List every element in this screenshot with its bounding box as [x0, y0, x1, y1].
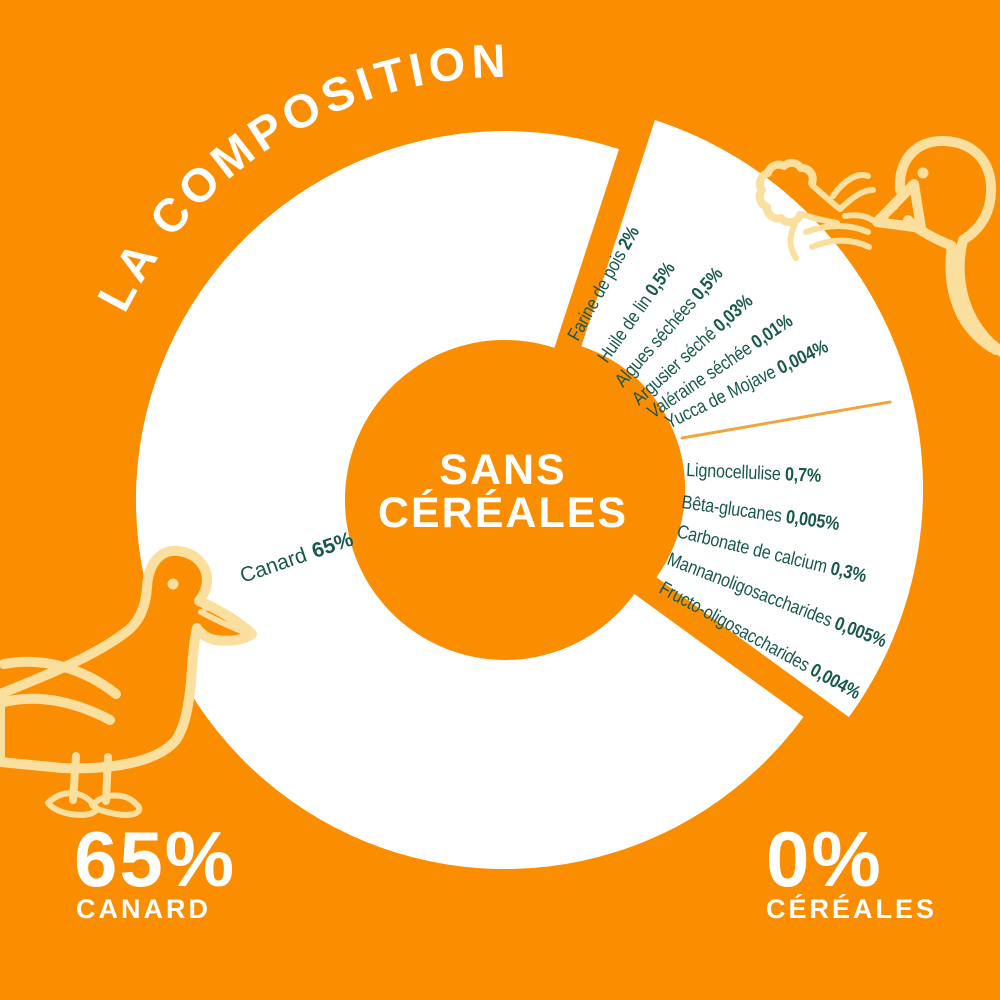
exploded-slice-shape — [581, 120, 924, 718]
flower-stalk — [837, 187, 876, 212]
flower-trumpet-line-2 — [798, 211, 840, 226]
callout-right-label: CÉRÉALES — [766, 893, 937, 924]
callout-left-value: 65% — [74, 815, 236, 903]
center-label: SANS CÉRÉALES — [378, 446, 628, 537]
flower-sprig-2 — [809, 237, 872, 250]
flower-sprig-3 — [787, 221, 799, 261]
donut-exploded-slice — [581, 120, 924, 718]
goose-neck-inner-line — [903, 215, 1000, 355]
callout-left: 65% CANARD — [74, 815, 236, 924]
callout-right-value: 0% — [766, 815, 883, 903]
duck-wing-line-1 — [0, 656, 121, 699]
duck-eye — [167, 578, 179, 590]
duck-body-outline — [0, 545, 257, 774]
goose-eye — [917, 167, 929, 179]
callout-left-label: CANARD — [76, 894, 211, 924]
duck-illustration — [0, 545, 257, 818]
duck-foot-2 — [89, 792, 143, 818]
duck-foot-1 — [45, 790, 100, 818]
flower-leaf-1 — [830, 172, 871, 199]
flower-leaf-2 — [842, 212, 878, 225]
donut-main-slice-canard — [135, 131, 804, 870]
center-label-line1: SANS — [439, 446, 566, 494]
duck-beak-mouth-line — [198, 609, 250, 636]
ingredient-divider-line — [680, 400, 892, 440]
goose-illustration — [755, 136, 1000, 357]
duck-wing-line-2 — [0, 693, 115, 725]
goose-beak-dot — [889, 201, 899, 211]
duck-nostril — [202, 603, 210, 611]
callout-right: 0% CÉRÉALES — [766, 815, 937, 924]
ingredient-label: Lignocellulise 0,7% — [686, 459, 822, 486]
center-label-line2: CÉRÉALES — [378, 489, 628, 537]
goose-head-neck-outline — [894, 136, 1000, 357]
flower-sprig-1 — [803, 223, 871, 235]
flower-petals — [755, 158, 817, 227]
